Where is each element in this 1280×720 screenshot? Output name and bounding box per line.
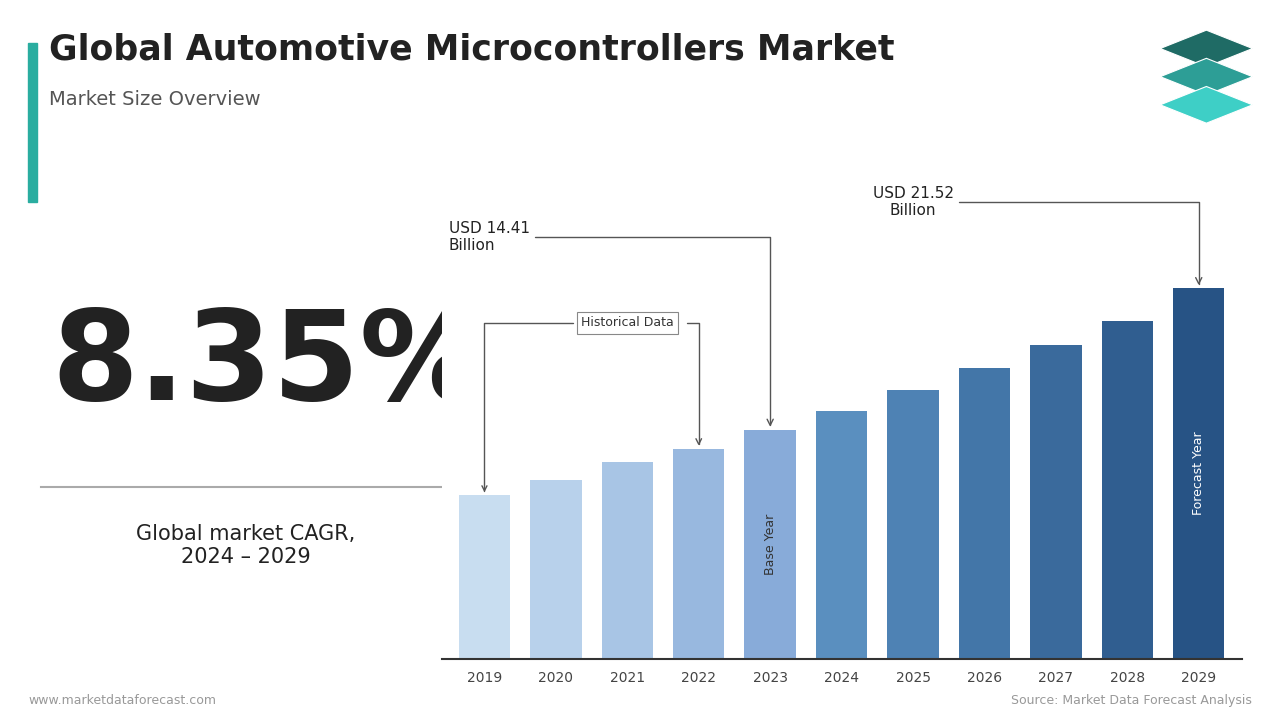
Text: Historical Data: Historical Data [483, 316, 673, 491]
Polygon shape [1160, 58, 1253, 95]
Text: www.marketdataforecast.com: www.marketdataforecast.com [28, 694, 216, 707]
Text: Forecast Year: Forecast Year [1192, 431, 1206, 516]
Text: Base Year: Base Year [764, 513, 777, 575]
Text: 8.35%: 8.35% [51, 305, 485, 426]
Text: USD 14.41
Billion: USD 14.41 Billion [449, 220, 773, 426]
Polygon shape [1160, 30, 1253, 67]
Bar [458, 495, 511, 659]
Text: Source: Market Data Forecast Analysis: Source: Market Data Forecast Analysis [1011, 694, 1252, 707]
Text: Global market CAGR,
2024 – 2029: Global market CAGR, 2024 – 2029 [136, 524, 356, 567]
Bar [815, 410, 868, 659]
Bar [1172, 288, 1225, 659]
Bar [1030, 346, 1082, 659]
Text: Global Automotive Microcontrollers Market: Global Automotive Microcontrollers Marke… [49, 32, 895, 66]
Polygon shape [1160, 86, 1253, 123]
Bar [602, 462, 653, 659]
Bar [745, 430, 796, 659]
Bar [673, 449, 724, 659]
Bar [887, 390, 938, 659]
Text: Market Size Overview: Market Size Overview [49, 90, 260, 109]
Bar [530, 480, 581, 659]
Bar [959, 368, 1010, 659]
Text: USD 21.52
Billion: USD 21.52 Billion [873, 186, 1202, 284]
Bar [1102, 321, 1153, 659]
